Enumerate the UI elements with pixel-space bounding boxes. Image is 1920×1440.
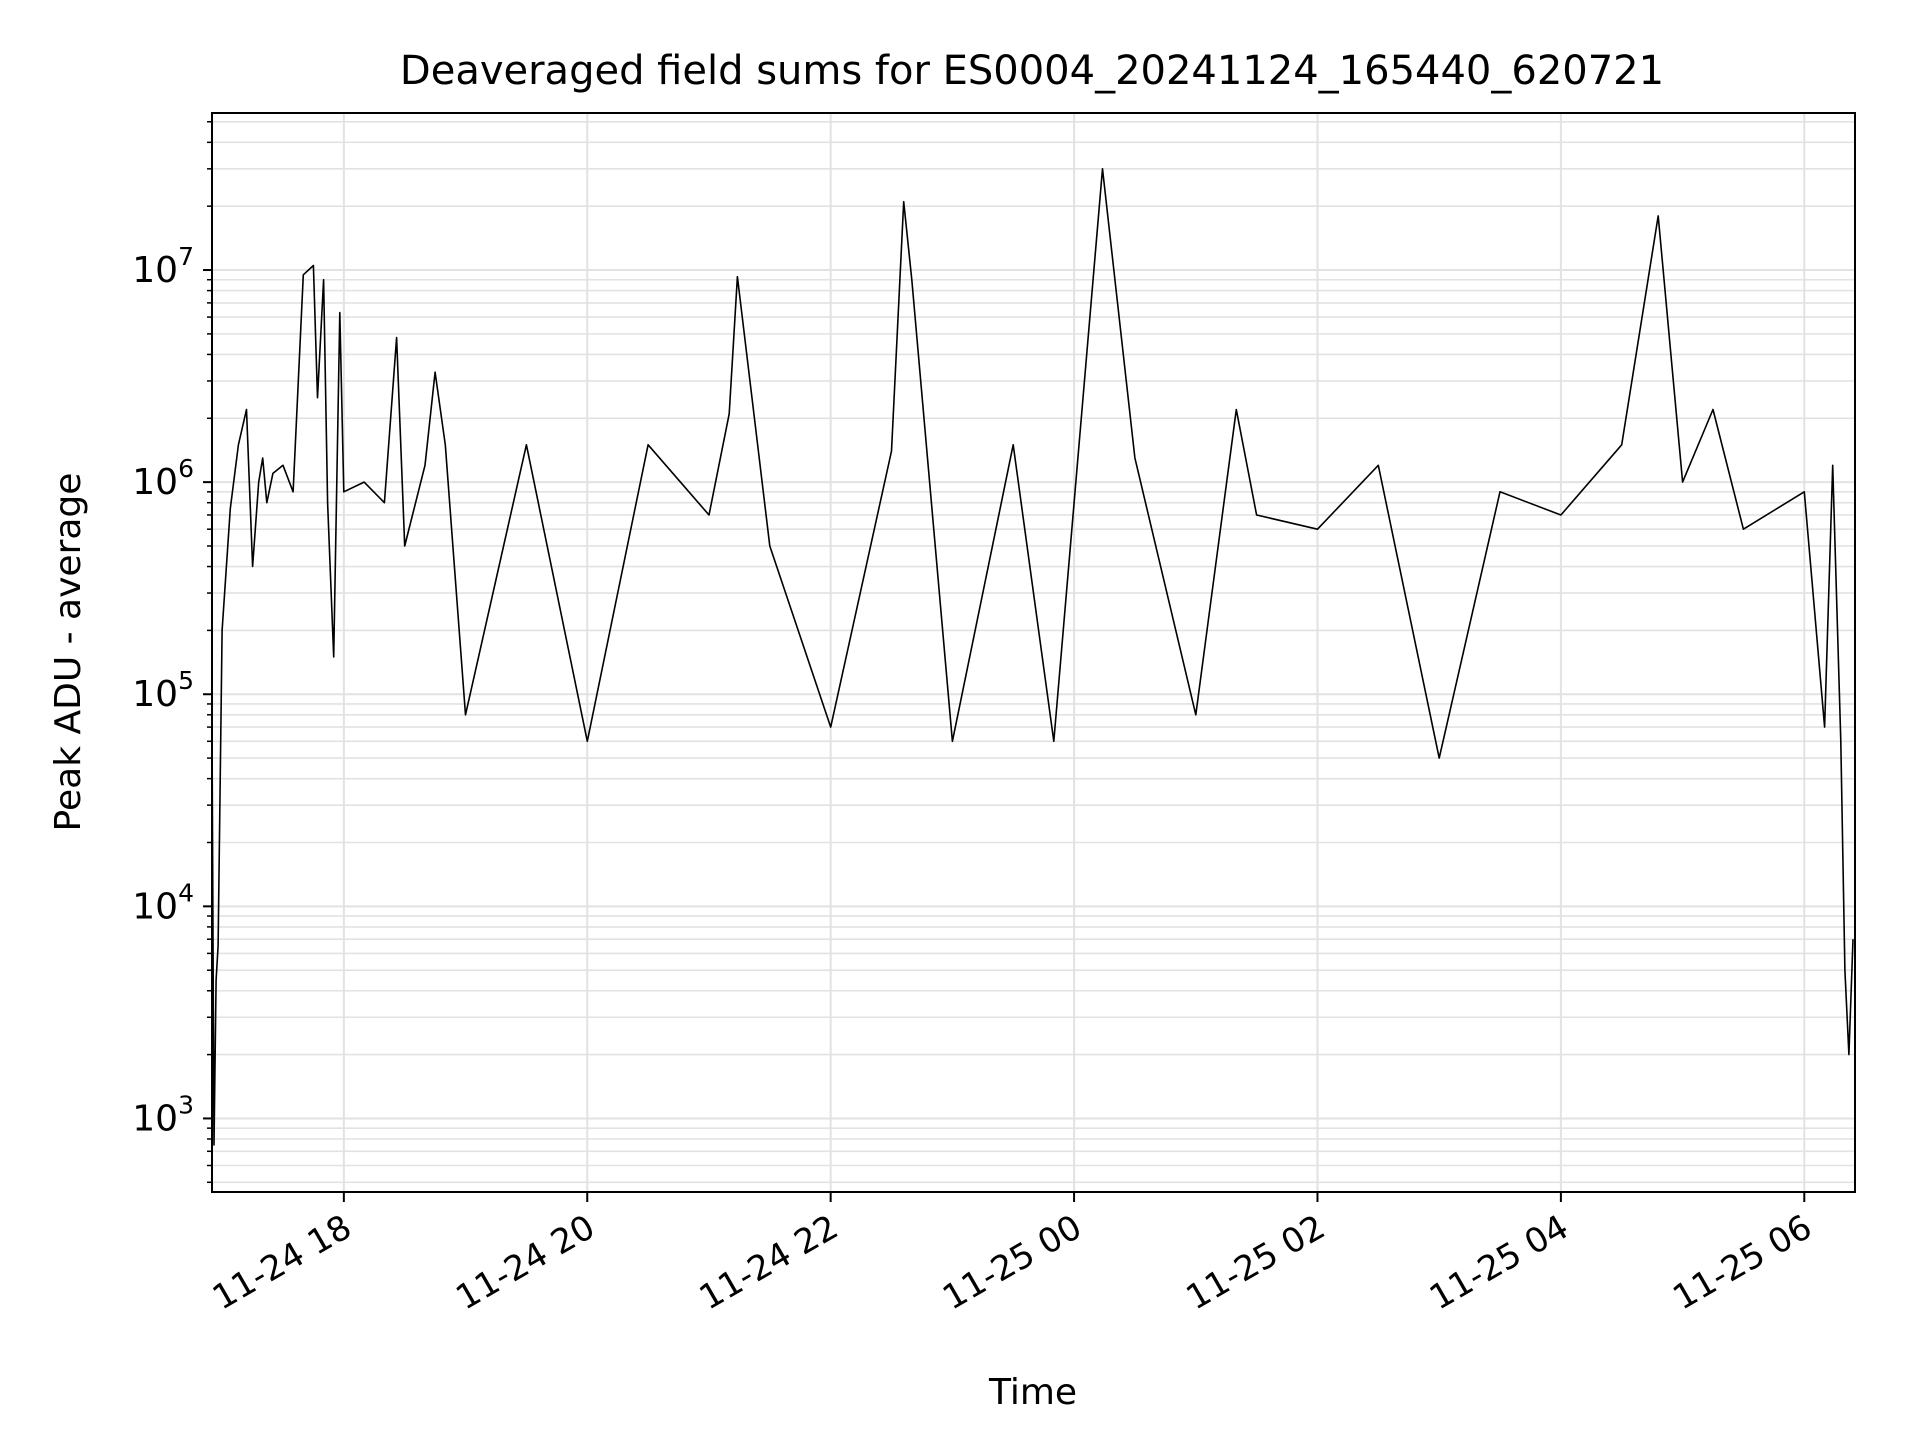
x-tick-label: 11-24 18 [206, 1207, 358, 1318]
chart-title: Deaveraged field sums for ES0004_2024112… [400, 48, 1664, 94]
plot-frame [211, 112, 1856, 1193]
x-tick-label: 11-25 06 [1666, 1207, 1818, 1318]
y-tick-label: 104 [132, 878, 194, 927]
y-tick-label: 107 [132, 242, 194, 291]
x-tick-label: 11-25 04 [1423, 1207, 1575, 1318]
plot-grid [212, 113, 1855, 1192]
y-axis-label: Peak ADU - average [48, 473, 89, 832]
y-axis: 103 104 105 106 107 [132, 121, 212, 1184]
y-tick-label: 106 [132, 454, 194, 503]
x-axis: 11-24 18 11-24 20 11-24 22 11-25 00 11-25 02… [206, 1192, 1819, 1318]
x-tick-label: 11-25 02 [1180, 1207, 1332, 1318]
y-tick-label: 103 [132, 1090, 194, 1139]
series-line [211, 168, 1854, 1146]
y-tick-label: 105 [132, 666, 194, 715]
x-tick-label: 11-24 22 [693, 1207, 845, 1318]
x-axis-label: Time [988, 1372, 1077, 1413]
x-tick-label: 11-24 20 [449, 1207, 601, 1318]
x-tick-label: 11-25 00 [936, 1207, 1088, 1318]
